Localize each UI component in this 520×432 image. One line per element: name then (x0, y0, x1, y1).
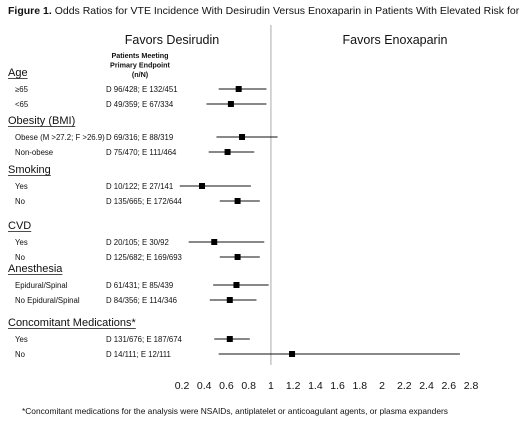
footnote: *Concomitant medications for the analysi… (22, 406, 448, 416)
group-label: Anesthesia (8, 263, 63, 275)
row-label: ≥65 (15, 85, 29, 94)
row-counts: D 20/105; E 30/92 (106, 238, 169, 247)
favors-left-label: Favors Desirudin (125, 33, 220, 47)
x-tick-label: 0.4 (197, 380, 212, 392)
x-tick-label: 1.8 (353, 380, 368, 392)
odds-ratio-marker (199, 183, 206, 189)
x-tick-label: 1.2 (286, 380, 301, 392)
x-tick-label: 2.4 (419, 380, 434, 392)
row-label: <65 (15, 100, 29, 109)
row-label: Obese (M >27.2; F >26.9) (15, 133, 105, 142)
group-label: CVD (8, 220, 31, 232)
row-counts: D 61/431; E 85/439 (106, 281, 173, 290)
x-tick-label: 2.2 (397, 380, 412, 392)
row-label: No (15, 253, 26, 262)
row-counts: D 10/122; E 27/141 (106, 182, 173, 191)
row-counts: D 49/359; E 67/334 (106, 100, 174, 109)
group-label: Age (8, 67, 28, 79)
x-tick-label: 1 (268, 380, 274, 392)
x-tick-label: 2.8 (464, 380, 479, 392)
group-label: Smoking (8, 164, 51, 176)
row-counts: D 14/111; E 12/111 (106, 350, 171, 359)
row-label: Yes (15, 238, 28, 247)
row-counts: D 84/356; E 114/346 (106, 296, 177, 305)
x-tick-label: 0.8 (241, 380, 256, 392)
odds-ratio-marker (234, 254, 241, 260)
row-label: Epidural/Spinal (15, 281, 68, 290)
row-label: No Epidural/Spinal (15, 296, 80, 305)
odds-ratio-marker (289, 351, 296, 357)
row-counts: D 135/665; E 172/644 (106, 197, 183, 206)
group-label: Obesity (BMI) (8, 115, 75, 127)
x-tick-label: 1.6 (330, 380, 345, 392)
x-tick-label: 0.2 (175, 380, 190, 392)
figure-title-text: Odds Ratios for VTE Incidence With Desir… (54, 5, 520, 17)
row-label: Yes (15, 335, 28, 344)
group-label: Concomitant Medications* (8, 317, 137, 329)
odds-ratio-marker (224, 149, 231, 155)
odds-ratio-marker (235, 86, 242, 92)
row-label: Non-obese (15, 148, 53, 157)
row-label: No (15, 350, 26, 359)
odds-ratio-marker (239, 134, 246, 140)
row-counts: D 96/428; E 132/451 (106, 85, 178, 94)
row-label: No (15, 197, 26, 206)
x-tick-label: 0.6 (219, 380, 234, 392)
row-counts: D 131/676; E 187/674 (106, 335, 183, 344)
x-tick-label: 2 (379, 380, 385, 392)
row-label: Yes (15, 182, 28, 191)
row-counts: D 69/316; E 88/319 (106, 133, 173, 142)
odds-ratio-marker (226, 336, 233, 342)
row-counts: D 75/470; E 111/464 (106, 148, 177, 157)
row-counts: D 125/682; E 169/693 (106, 253, 182, 262)
column-header-line: Primary Endpoint (110, 61, 171, 70)
x-tick-label: 1.4 (308, 380, 323, 392)
column-header-line: Patients Meeting (111, 51, 168, 60)
x-tick-label: 2.6 (441, 380, 456, 392)
figure-label: Figure 1. (8, 5, 52, 17)
odds-ratio-marker (227, 101, 234, 107)
favors-right-label: Favors Enoxaparin (343, 33, 448, 47)
odds-ratio-marker (233, 282, 240, 288)
column-header-line: (n/N) (132, 70, 149, 79)
odds-ratio-marker (226, 297, 233, 303)
odds-ratio-marker (211, 239, 218, 245)
figure-title: Figure 1. Odds Ratios for VTE Incidence … (8, 5, 520, 17)
odds-ratio-marker (234, 198, 241, 204)
